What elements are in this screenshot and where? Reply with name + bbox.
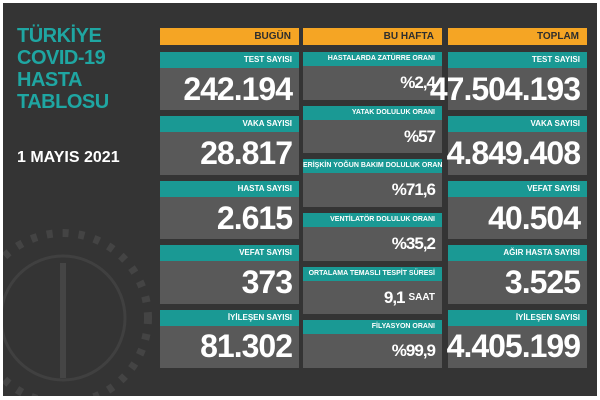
stat-label: İYİLEŞEN SAYISI xyxy=(448,309,587,326)
stat-value: 373 xyxy=(241,263,293,300)
stat-value-box: %2,4 xyxy=(303,66,442,100)
column-header: TOPLAM xyxy=(448,28,587,45)
card-list: TEST SAYISI 47.504.193 VAKA SAYISI 4.849.40… xyxy=(430,52,587,369)
stat-card: FİLYASYON ORANI %99,9 xyxy=(303,320,442,369)
board: TÜRKİYE COVID-19 HASTA TABLOSU 1 MAYIS 2021… xyxy=(3,3,597,396)
stat-label: VAKA SAYISI xyxy=(160,116,299,133)
stat-card: YATAK DOLULUK ORANI %57 xyxy=(303,105,442,154)
stat-value: 47.504.193 xyxy=(429,70,581,107)
stat-label: FİLYASYON ORANI xyxy=(303,320,442,335)
emblem xyxy=(3,229,152,396)
stat-card: VENTİLATÖR DOLULUK ORANI %35,2 xyxy=(303,213,442,261)
title-line: TÜRKİYE xyxy=(17,25,102,47)
stat-label: AĞIR HASTA SAYISI xyxy=(448,245,587,262)
stat-value-box: 40.504 xyxy=(448,197,587,239)
stat-value-box: 242.194 xyxy=(160,68,299,110)
stat-card: VAKA SAYISI 4.849.408 xyxy=(446,116,587,175)
column-header: BU HAFTA xyxy=(303,28,442,45)
stat-value: %57 xyxy=(403,126,436,146)
stat-label: TEST SAYISI xyxy=(448,52,587,68)
stat-value-box: 9,1 SAAT xyxy=(303,281,442,315)
stat-card: ERİŞKİN YOĞUN BAKIM DOLULUK ORANI %71,6 xyxy=(303,159,442,208)
stat-card: HASTA SAYISI 2.615 xyxy=(160,180,299,240)
stat-label: TEST SAYISI xyxy=(160,52,299,68)
column: BUGÜN TEST SAYISI 242.194 VAKA SAYISI 28.817… xyxy=(160,28,299,369)
stat-value-box: %99,9 xyxy=(303,334,442,368)
stat-value: 9,1 xyxy=(383,287,406,307)
stat-value-box: 28.817 xyxy=(160,132,299,174)
stat-card: TEST SAYISI 242.194 xyxy=(160,52,299,111)
stat-label: HASTALARDA ZATÜRRE ORANI xyxy=(303,52,442,66)
stat-value: 3.525 xyxy=(504,263,581,300)
date: 1 MAYIS 2021 xyxy=(17,149,120,166)
stat-value-box: %57 xyxy=(303,120,442,154)
stat-label: İYİLEŞEN SAYISI xyxy=(160,309,299,326)
stat-value: %2,4 xyxy=(400,72,436,92)
stat-value: %99,9 xyxy=(391,341,436,361)
stat-label: HASTA SAYISI xyxy=(160,180,299,197)
stat-value: %35,2 xyxy=(391,233,436,253)
stat-card: İYİLEŞEN SAYISI 4.405.199 xyxy=(446,309,587,369)
title: TÜRKİYE COVID-19 HASTA TABLOSU xyxy=(17,25,109,113)
stat-label: YATAK DOLULUK ORANI xyxy=(303,105,442,120)
title-line: COVID-19 xyxy=(17,47,106,69)
stat-value: %71,6 xyxy=(391,180,436,200)
stat-value-box: %35,2 xyxy=(303,227,442,261)
card-list: HASTALARDA ZATÜRRE ORANI %2,4 YATAK DOLULU… xyxy=(303,52,442,369)
stat-value-box: 47.504.193 xyxy=(430,68,587,110)
stat-value-box: 2.615 xyxy=(160,197,299,239)
stat-label: VEFAT SAYISI xyxy=(448,180,587,197)
stat-value: 2.615 xyxy=(216,199,293,236)
stat-value-box: 373 xyxy=(160,261,299,303)
card-list: TEST SAYISI 242.194 VAKA SAYISI 28.817 HASTA… xyxy=(160,52,299,369)
stat-value: 28.817 xyxy=(200,135,293,172)
stat-value: 4.405.199 xyxy=(446,328,581,365)
stat-card: İYİLEŞEN SAYISI 81.302 xyxy=(160,309,299,369)
title-line: HASTA xyxy=(17,69,82,91)
stat-unit: SAAT xyxy=(408,292,435,304)
stat-label: ERİŞKİN YOĞUN BAKIM DOLULUK ORANI xyxy=(303,159,442,174)
stat-card: ORTALAMA TEMASLI TESPİT SÜRESİ 9,1 SAAT xyxy=(303,266,442,315)
stat-card: AĞIR HASTA SAYISI 3.525 xyxy=(448,245,587,304)
column: TOPLAM TEST SAYISI 47.504.193 VAKA SAYISI 4.… xyxy=(430,28,587,369)
stat-label: VENTİLATÖR DOLULUK ORANI xyxy=(303,213,442,228)
stat-card: VAKA SAYISI 28.817 xyxy=(160,116,299,175)
stat-value-box: 4.405.199 xyxy=(446,326,587,368)
stat-value-box: %71,6 xyxy=(303,173,442,207)
stat-value: 4.849.408 xyxy=(446,135,581,172)
stat-card: HASTALARDA ZATÜRRE ORANI %2,4 xyxy=(303,52,442,100)
title-line: TABLOSU xyxy=(17,91,109,113)
stat-value-box: 81.302 xyxy=(160,326,299,368)
stat-value: 81.302 xyxy=(200,328,293,365)
stat-card: TEST SAYISI 47.504.193 xyxy=(430,52,587,111)
stat-value-box: 3.525 xyxy=(448,261,587,303)
stat-card: VEFAT SAYISI 40.504 xyxy=(448,180,587,240)
stat-value: 242.194 xyxy=(183,70,293,107)
stat-card: VEFAT SAYISI 373 xyxy=(160,245,299,304)
stat-label: VAKA SAYISI xyxy=(448,116,587,133)
column: BU HAFTA HASTALARDA ZATÜRRE ORANI %2,4 YATA… xyxy=(303,28,442,369)
column-header: BUGÜN xyxy=(160,28,299,45)
stat-value-box: 4.849.408 xyxy=(446,132,587,174)
stat-value: 40.504 xyxy=(488,199,581,236)
stat-label: ORTALAMA TEMASLI TESPİT SÜRESİ xyxy=(303,266,442,281)
stat-label: VEFAT SAYISI xyxy=(160,245,299,262)
